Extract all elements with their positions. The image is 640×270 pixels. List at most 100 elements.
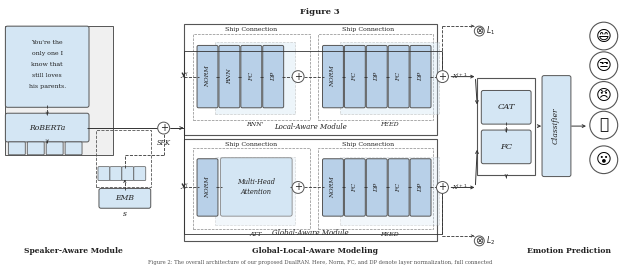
Text: 😄: 😄 (596, 29, 612, 43)
Text: Classifier: Classifier (552, 108, 560, 144)
FancyBboxPatch shape (220, 158, 292, 216)
Text: X$^l$: X$^l$ (180, 71, 189, 82)
Text: X$^{l+1}$: X$^{l+1}$ (452, 183, 468, 192)
FancyBboxPatch shape (263, 45, 284, 108)
Text: DP: DP (418, 72, 423, 81)
Bar (318, 148, 433, 229)
FancyBboxPatch shape (122, 167, 134, 181)
Text: 😮: 😮 (596, 152, 612, 167)
Text: DP: DP (374, 183, 380, 192)
Text: ATT: ATT (249, 232, 262, 237)
Bar (96, 130, 151, 187)
Text: FC: FC (500, 143, 512, 151)
Text: Speaker-Aware Module: Speaker-Aware Module (24, 247, 122, 255)
Text: NORM: NORM (205, 66, 210, 87)
Text: You're the: You're the (31, 40, 63, 45)
Circle shape (436, 181, 449, 193)
FancyBboxPatch shape (5, 26, 89, 107)
Text: ⊗: ⊗ (476, 26, 483, 36)
FancyBboxPatch shape (98, 167, 110, 181)
Text: FC: FC (353, 72, 357, 81)
FancyBboxPatch shape (110, 167, 122, 181)
Text: FC: FC (396, 183, 401, 192)
Circle shape (292, 181, 304, 193)
Text: +: + (438, 72, 447, 82)
Bar (216, 157, 295, 225)
FancyBboxPatch shape (134, 167, 146, 181)
Circle shape (474, 26, 484, 36)
FancyBboxPatch shape (410, 45, 431, 108)
Text: $L_1$: $L_1$ (486, 25, 495, 37)
Text: X$^{l+1}$: X$^{l+1}$ (452, 72, 468, 81)
Circle shape (436, 71, 449, 83)
Text: EMB: EMB (115, 194, 134, 202)
Text: ⊗: ⊗ (476, 236, 483, 246)
Text: Ship Connection: Ship Connection (225, 27, 277, 32)
FancyBboxPatch shape (410, 159, 431, 216)
FancyBboxPatch shape (542, 76, 571, 177)
Text: +: + (438, 183, 447, 193)
Text: Ship Connection: Ship Connection (342, 27, 394, 32)
FancyBboxPatch shape (366, 45, 387, 108)
Text: NORM: NORM (205, 177, 210, 198)
Bar (184, 24, 438, 135)
Text: FC: FC (249, 72, 254, 81)
FancyBboxPatch shape (323, 45, 344, 108)
Text: NORM: NORM (330, 66, 335, 87)
FancyBboxPatch shape (481, 130, 531, 164)
FancyBboxPatch shape (99, 188, 151, 208)
Text: RNN: RNN (227, 69, 232, 85)
Bar (340, 157, 440, 225)
Text: only one I: only one I (31, 51, 63, 56)
Text: +: + (294, 72, 302, 82)
Text: Multi-Head
Attention: Multi-Head Attention (237, 178, 275, 195)
Text: NORM: NORM (330, 177, 335, 198)
FancyBboxPatch shape (344, 159, 365, 216)
FancyBboxPatch shape (197, 45, 218, 108)
FancyBboxPatch shape (388, 45, 409, 108)
FancyBboxPatch shape (344, 45, 365, 108)
Text: SPK: SPK (157, 139, 171, 147)
Text: CAT: CAT (497, 103, 515, 111)
FancyBboxPatch shape (46, 142, 63, 155)
FancyBboxPatch shape (65, 142, 82, 155)
Text: FEED: FEED (380, 122, 399, 127)
FancyBboxPatch shape (366, 159, 387, 216)
Text: know that: know that (31, 62, 63, 67)
Text: Global-Aware Module: Global-Aware Module (272, 229, 349, 237)
Text: still loves: still loves (32, 73, 62, 78)
FancyBboxPatch shape (5, 113, 89, 142)
Text: DP: DP (374, 72, 380, 81)
Circle shape (474, 236, 484, 246)
Text: FEED: FEED (380, 232, 399, 237)
Text: Emotion Prediction: Emotion Prediction (527, 247, 611, 255)
Circle shape (292, 71, 304, 83)
FancyBboxPatch shape (323, 159, 344, 216)
Text: Local-Aware Module: Local-Aware Module (274, 123, 347, 131)
Text: +: + (294, 183, 302, 193)
Text: Ship Connection: Ship Connection (225, 142, 277, 147)
Text: Figure 3: Figure 3 (300, 8, 340, 16)
Text: s: s (123, 210, 127, 218)
Bar (184, 139, 438, 241)
Text: $L_2$: $L_2$ (486, 235, 495, 247)
Text: Figure 2: The overall architecture of our proposed DualRAN. Here, Norm, FC, and : Figure 2: The overall architecture of ou… (148, 260, 492, 265)
FancyBboxPatch shape (481, 90, 531, 124)
FancyBboxPatch shape (8, 142, 26, 155)
Text: DP: DP (418, 183, 423, 192)
Text: FC: FC (396, 72, 401, 81)
FancyBboxPatch shape (197, 159, 218, 216)
FancyBboxPatch shape (241, 45, 262, 108)
Text: 😠: 😠 (596, 88, 612, 103)
Text: FC: FC (353, 183, 357, 192)
Bar (216, 42, 295, 114)
Text: RNN': RNN' (246, 122, 264, 127)
Bar (193, 148, 310, 229)
FancyBboxPatch shape (388, 159, 409, 216)
Text: Global-Local-Aware Modeling: Global-Local-Aware Modeling (252, 247, 378, 255)
Bar (193, 34, 310, 120)
Bar (340, 42, 440, 114)
Circle shape (157, 122, 170, 134)
Text: +: + (160, 123, 168, 133)
Text: Ship Connection: Ship Connection (342, 142, 394, 147)
